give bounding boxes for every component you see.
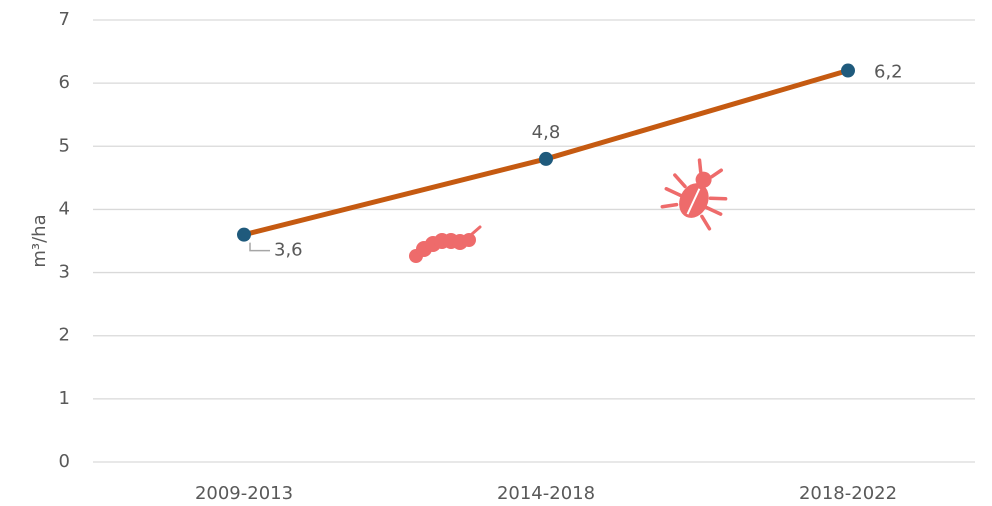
y-axis-label: m³/ha [29, 214, 50, 267]
data-label: 3,6 [274, 240, 303, 261]
data-point [841, 63, 855, 78]
decorative-icons [409, 158, 728, 263]
y-tick-label: 1 [59, 388, 70, 409]
y-tick-label: 5 [59, 135, 70, 156]
y-tick-label: 7 [59, 9, 70, 30]
x-tick-label: 2009-2013 [195, 483, 293, 504]
data-label: 6,2 [874, 62, 903, 83]
y-tick-label: 3 [59, 262, 70, 283]
leader-line [249, 242, 270, 252]
data-point [539, 151, 553, 166]
y-tick-label: 0 [59, 451, 70, 472]
data-label: 4,8 [532, 122, 561, 143]
x-tick-label: 2014-2018 [497, 483, 595, 504]
data-point [237, 227, 251, 242]
y-tick-label: 4 [59, 198, 70, 219]
x-tick-label: 2018-2022 [799, 483, 897, 504]
y-tick-label: 2 [59, 325, 70, 346]
caterpillar-icon [409, 225, 482, 263]
beetle-icon [660, 158, 728, 231]
y-tick-label: 6 [59, 72, 70, 93]
